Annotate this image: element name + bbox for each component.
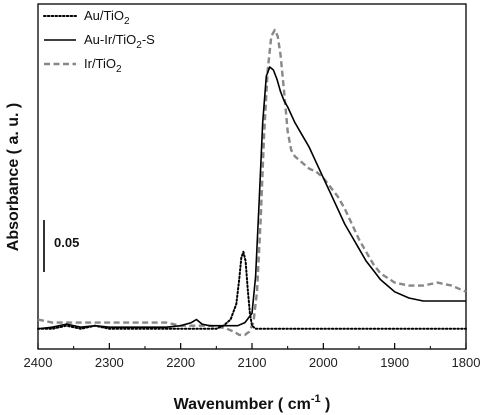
x-tick-label: 2400	[24, 355, 53, 370]
series-line-0	[37, 250, 467, 330]
x-tick-label: 2300	[95, 355, 124, 370]
y-axis-title: Absorbance ( a. u. )	[5, 103, 22, 251]
legend-label: Au/TiO2	[84, 8, 130, 27]
x-tick-label: 1900	[380, 355, 409, 370]
series-line-1	[37, 66, 466, 330]
x-tick-label: 2100	[238, 355, 267, 370]
x-tick-label: 2200	[166, 355, 195, 370]
series-lines	[37, 28, 467, 337]
x-axis-ticks: 2400 2300 2200 2100 2000 1900 1800	[24, 343, 481, 370]
legend-label: Au-Ir/TiO2-S	[84, 32, 155, 51]
x-tick-label: 1800	[452, 355, 481, 370]
legend: Au/TiO2 Au-Ir/TiO2-S Ir/TiO2	[43, 8, 155, 75]
scale-bar: 0.05	[43, 220, 79, 272]
x-axis-title: Wavenumber ( cm-1 )	[174, 393, 331, 413]
series-line-2	[37, 28, 467, 337]
x-tick-label: 2000	[309, 355, 338, 370]
legend-label: Ir/TiO2	[84, 56, 122, 75]
scale-bar-label: 0.05	[54, 235, 79, 250]
